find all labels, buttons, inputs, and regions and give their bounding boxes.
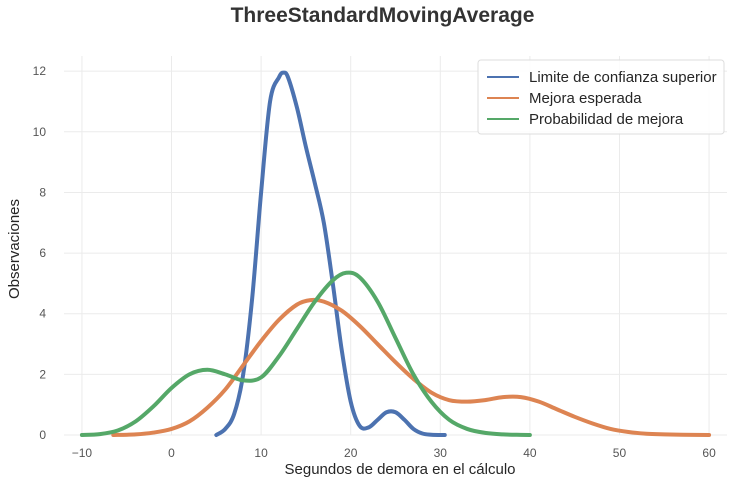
x-tick-label: 30 bbox=[434, 446, 448, 460]
x-axis-label: Segundos de demora en el cálculo bbox=[285, 461, 516, 478]
x-tick-label: −10 bbox=[72, 446, 93, 460]
x-tick-label: 60 bbox=[702, 446, 716, 460]
y-tick-label: 0 bbox=[39, 428, 46, 442]
legend-label-3: Probabilidad de mejora bbox=[529, 111, 684, 128]
legend-label-2: Mejora esperada bbox=[529, 90, 642, 107]
series-line-1 bbox=[214, 70, 447, 437]
y-tick-label: 8 bbox=[39, 185, 46, 199]
y-tick-label: 6 bbox=[39, 246, 46, 260]
y-axis-label: Observaciones bbox=[6, 199, 23, 299]
chart-title: ThreeStandardMovingAverage bbox=[230, 4, 535, 27]
y-tick-label: 10 bbox=[33, 125, 47, 139]
series-line-3 bbox=[79, 270, 532, 437]
x-tick-label: 40 bbox=[523, 446, 537, 460]
tick-layer: −10 0 10 20 30 40 50 60 0 2 4 6 8 10 12 bbox=[33, 64, 716, 460]
x-tick-label: 50 bbox=[613, 446, 627, 460]
y-tick-label: 12 bbox=[33, 64, 47, 78]
x-tick-label: 20 bbox=[344, 446, 358, 460]
x-tick-label: 10 bbox=[254, 446, 268, 460]
y-tick-label: 2 bbox=[39, 367, 46, 381]
legend-label-1: Limite de confianza superior bbox=[529, 69, 717, 86]
legend-box bbox=[477, 59, 725, 135]
y-tick-label: 4 bbox=[39, 307, 46, 321]
series-layer bbox=[79, 70, 712, 437]
legend-items: Limite de confianza superior Mejora esper… bbox=[487, 69, 717, 128]
legend: Limite de confianza superior Mejora esper… bbox=[477, 59, 725, 135]
x-tick-label: 0 bbox=[168, 446, 175, 460]
series-line-2 bbox=[111, 297, 712, 437]
